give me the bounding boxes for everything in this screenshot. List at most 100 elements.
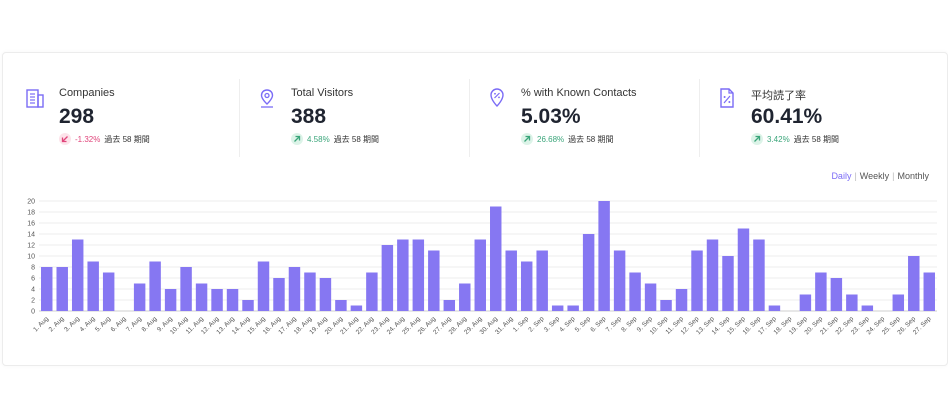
bar[interactable] xyxy=(211,289,223,311)
bar[interactable] xyxy=(257,261,270,312)
x-tick-label: 6. Sep xyxy=(589,315,608,334)
bar[interactable] xyxy=(180,267,192,311)
bar[interactable] xyxy=(149,261,161,312)
bar[interactable] xyxy=(490,206,502,312)
bar[interactable] xyxy=(226,289,239,311)
kpi-divider xyxy=(239,79,240,157)
bar[interactable] xyxy=(691,250,703,312)
bar[interactable] xyxy=(41,267,53,311)
bar[interactable] xyxy=(629,272,641,312)
bar[interactable] xyxy=(350,305,363,312)
bar[interactable] xyxy=(861,305,874,312)
granularity-tabs: Daily | Weekly | Monthly xyxy=(831,171,929,181)
bar[interactable] xyxy=(722,256,734,311)
bar[interactable] xyxy=(660,300,672,311)
arrow-up-icon xyxy=(521,133,533,145)
kpi-change: 3.42% xyxy=(767,134,790,144)
kpi-companies: Companies 298 -1.32% 過去 58 期間 xyxy=(3,75,233,157)
bar[interactable] xyxy=(505,250,517,312)
bar[interactable] xyxy=(381,245,394,311)
bar[interactable] xyxy=(133,283,146,312)
tab-daily[interactable]: Daily xyxy=(831,171,852,181)
kpi-period: 過去 58 期間 xyxy=(333,134,380,144)
bar[interactable] xyxy=(768,305,781,312)
x-tick-label: 7. Sep xyxy=(605,315,624,334)
bar[interactable] xyxy=(428,250,440,312)
tab-separator: | xyxy=(892,171,895,181)
x-tick-label: 7. Aug xyxy=(125,315,143,333)
x-tick-label: 1. Sep xyxy=(512,315,531,334)
bar[interactable] xyxy=(520,261,533,312)
kpi-change: 26.68% xyxy=(537,134,565,144)
kpi-trend: 4.58% 過去 58 期間 xyxy=(291,133,379,145)
bar[interactable] xyxy=(335,300,347,311)
bar[interactable] xyxy=(164,289,177,311)
kpi-value: 5.03% xyxy=(521,105,581,128)
bar[interactable] xyxy=(459,283,471,312)
bar[interactable] xyxy=(706,239,719,312)
bar[interactable] xyxy=(195,283,208,312)
bar[interactable] xyxy=(412,239,425,312)
x-tick-label: 5. Aug xyxy=(94,315,112,333)
kpi-trend: -1.32% 過去 58 期間 xyxy=(59,133,150,145)
bar[interactable] xyxy=(319,278,332,311)
kpi-value: 60.41% xyxy=(751,105,823,128)
kpi-avg-read-rate: 平均読了率 60.41% 3.42% 過去 58 期間 xyxy=(695,75,925,157)
bar[interactable] xyxy=(598,201,610,311)
y-tick-label: 0 xyxy=(31,309,35,316)
bar[interactable] xyxy=(87,261,99,312)
bar[interactable] xyxy=(908,256,920,311)
bar[interactable] xyxy=(567,305,579,312)
y-tick-label: 8 xyxy=(31,265,35,272)
tab-weekly[interactable]: Weekly xyxy=(859,171,890,181)
bar[interactable] xyxy=(443,300,456,311)
bar[interactable] xyxy=(815,272,827,312)
bar[interactable] xyxy=(273,278,285,311)
kpi-value: 388 xyxy=(291,105,327,128)
bar[interactable] xyxy=(304,272,316,312)
bar[interactable] xyxy=(753,239,765,312)
bar[interactable] xyxy=(613,250,626,312)
bar[interactable] xyxy=(737,228,750,312)
bar[interactable] xyxy=(799,294,812,312)
y-tick-label: 18 xyxy=(27,210,35,217)
x-tick-label: 1. Aug xyxy=(32,315,50,333)
kpi-period: 過去 58 期間 xyxy=(104,134,150,144)
arrow-up-icon xyxy=(291,133,303,145)
bar[interactable] xyxy=(56,267,68,311)
bar[interactable] xyxy=(474,239,486,312)
kpi-period: 過去 58 期間 xyxy=(568,134,614,144)
bar[interactable] xyxy=(536,250,548,312)
y-tick-label: 10 xyxy=(27,254,35,261)
bar[interactable] xyxy=(397,239,409,312)
x-tick-label: 4. Aug xyxy=(79,315,97,333)
bar[interactable] xyxy=(582,234,595,311)
x-tick-label: 5. Sep xyxy=(574,315,593,334)
y-tick-label: 2 xyxy=(31,298,35,305)
bar[interactable] xyxy=(102,272,115,312)
x-tick-label: 8. Sep xyxy=(620,315,639,334)
x-tick-label: 3. Aug xyxy=(63,315,81,333)
bar[interactable] xyxy=(242,300,254,311)
bar[interactable] xyxy=(892,294,905,312)
bar[interactable] xyxy=(846,294,858,312)
bar[interactable] xyxy=(288,267,301,311)
bar[interactable] xyxy=(551,305,564,312)
y-tick-label: 12 xyxy=(27,243,35,250)
bar[interactable] xyxy=(644,283,657,312)
bar[interactable] xyxy=(71,239,84,312)
location-pin-icon xyxy=(260,89,274,108)
x-tick-label: 2. Sep xyxy=(527,315,546,334)
bar[interactable] xyxy=(366,272,378,312)
bar[interactable] xyxy=(830,278,843,311)
kpi-change: 4.58% xyxy=(307,134,330,144)
x-tick-label: 8. Aug xyxy=(141,315,159,333)
x-tick-label: 31. Aug xyxy=(494,315,515,336)
kpi-divider xyxy=(699,79,700,157)
bar[interactable] xyxy=(675,289,688,311)
kpi-period: 過去 58 期間 xyxy=(793,134,840,144)
bar[interactable] xyxy=(923,272,935,312)
x-tick-label: 3. Sep xyxy=(543,315,562,334)
tab-monthly[interactable]: Monthly xyxy=(897,171,929,181)
